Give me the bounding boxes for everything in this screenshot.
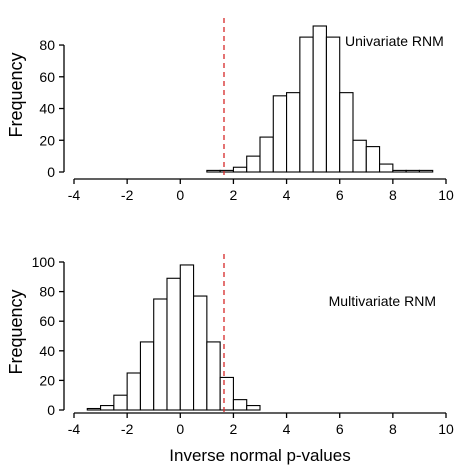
x-tick-label: 4: [283, 421, 291, 437]
histogram-bar: [352, 139, 367, 173]
histogram-bar: [418, 169, 434, 173]
x-tick-label: -4: [68, 187, 81, 203]
panel-annotation: Univariate RNM: [345, 33, 444, 49]
histogram-bar: [259, 136, 274, 173]
histogram-bar: [246, 155, 261, 173]
histogram-bar: [246, 405, 261, 411]
multivariate-histogram-panel: 0 20 40 60 80 100 -4 -2 0 2 4 6 8 10 Frequency Inverse …: [6, 254, 454, 465]
panel-annotation: Multivariate RNM: [329, 293, 436, 309]
x-tick-label: 8: [389, 187, 397, 203]
histogram-bar: [325, 36, 341, 173]
histogram-bar: [139, 341, 155, 411]
histogram-bar: [179, 264, 195, 411]
y-axis-label: Frequency: [6, 52, 26, 137]
histogram-bar: [405, 169, 420, 173]
x-tick-label: 4: [283, 187, 291, 203]
histogram-bar: [206, 341, 221, 411]
y-tick-label: 20: [39, 132, 55, 148]
histogram-bar: [286, 92, 301, 173]
x-tick-label: 0: [176, 187, 184, 203]
histogram-bar: [166, 277, 181, 411]
x-tick-label: -4: [68, 421, 81, 437]
histogram-bar: [113, 394, 128, 411]
y-tick-label: 40: [39, 343, 55, 359]
histogram-bar: [126, 372, 141, 411]
histogram-bar: [219, 169, 234, 173]
histogram-bar: [232, 399, 248, 411]
histogram-bar: [272, 95, 288, 173]
x-tick-label: 2: [230, 187, 238, 203]
y-tick-label: 60: [39, 69, 55, 85]
histogram-bar: [339, 92, 354, 173]
y-tick-label: 20: [39, 372, 55, 388]
histogram-bar: [206, 169, 221, 173]
histogram-bar: [312, 25, 327, 173]
y-tick-label: 0: [47, 164, 55, 180]
histogram-bar: [153, 298, 168, 411]
x-tick-label: -2: [121, 421, 134, 437]
histogram-bar: [365, 146, 381, 173]
x-tick-label: -2: [121, 187, 134, 203]
histogram-bar: [379, 163, 394, 173]
x-tick-label: 10: [438, 187, 454, 203]
x-axis-label: Inverse normal p-values: [169, 446, 350, 465]
x-tick-label: 2: [230, 421, 238, 437]
histogram-bar: [193, 295, 208, 411]
x-tick-label: 0: [176, 421, 184, 437]
y-tick-label: 100: [32, 254, 56, 270]
histogram-bar: [232, 166, 248, 173]
histogram-bar: [86, 407, 102, 411]
histogram-bar: [299, 36, 314, 173]
x-tick-label: 10: [438, 421, 454, 437]
x-tick-label: 6: [336, 421, 344, 437]
y-tick-label: 80: [39, 37, 55, 53]
x-tick-label: 6: [336, 187, 344, 203]
y-tick-label: 40: [39, 101, 55, 117]
histogram-bar: [100, 405, 115, 411]
y-tick-label: 80: [39, 284, 55, 300]
y-tick-label: 60: [39, 313, 55, 329]
y-tick-label: 0: [47, 402, 55, 418]
x-tick-label: 8: [389, 421, 397, 437]
y-axis-label: Frequency: [6, 289, 26, 374]
histogram-bar: [392, 169, 407, 173]
histogram-bar: [219, 376, 234, 411]
univariate-histogram-panel: 0 20 40 60 80 -4 -2 0 2 4 6 8 10 Frequency Univariate …: [6, 18, 454, 203]
